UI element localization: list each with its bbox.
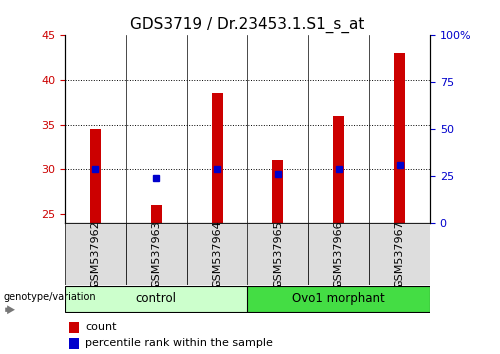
Text: count: count bbox=[85, 322, 116, 332]
Bar bbox=[151, 205, 162, 223]
Text: GSM537967: GSM537967 bbox=[394, 220, 404, 288]
Bar bbox=[212, 93, 222, 223]
Text: GSM537963: GSM537963 bbox=[151, 220, 161, 288]
Bar bbox=[334, 116, 344, 223]
FancyArrow shape bbox=[5, 305, 15, 314]
Bar bbox=[308, 223, 369, 285]
Bar bbox=[394, 53, 405, 223]
Title: GDS3719 / Dr.23453.1.S1_s_at: GDS3719 / Dr.23453.1.S1_s_at bbox=[130, 16, 364, 33]
Text: GSM537964: GSM537964 bbox=[212, 220, 222, 288]
Bar bbox=[90, 129, 101, 223]
Bar bbox=[369, 223, 430, 285]
Bar bbox=[186, 223, 248, 285]
Bar bbox=[126, 223, 186, 285]
Text: Ovo1 morphant: Ovo1 morphant bbox=[292, 292, 385, 305]
Bar bbox=[248, 223, 308, 285]
Bar bbox=[69, 338, 79, 349]
Bar bbox=[65, 286, 248, 312]
Bar bbox=[248, 286, 430, 312]
Bar bbox=[272, 160, 283, 223]
Text: control: control bbox=[136, 292, 177, 305]
Text: GSM537966: GSM537966 bbox=[334, 220, 344, 288]
Text: percentile rank within the sample: percentile rank within the sample bbox=[85, 338, 273, 348]
Text: genotype/variation: genotype/variation bbox=[4, 292, 96, 302]
Bar bbox=[65, 223, 126, 285]
Bar bbox=[69, 322, 79, 333]
Text: GSM537962: GSM537962 bbox=[90, 220, 101, 288]
Text: GSM537965: GSM537965 bbox=[273, 220, 283, 288]
